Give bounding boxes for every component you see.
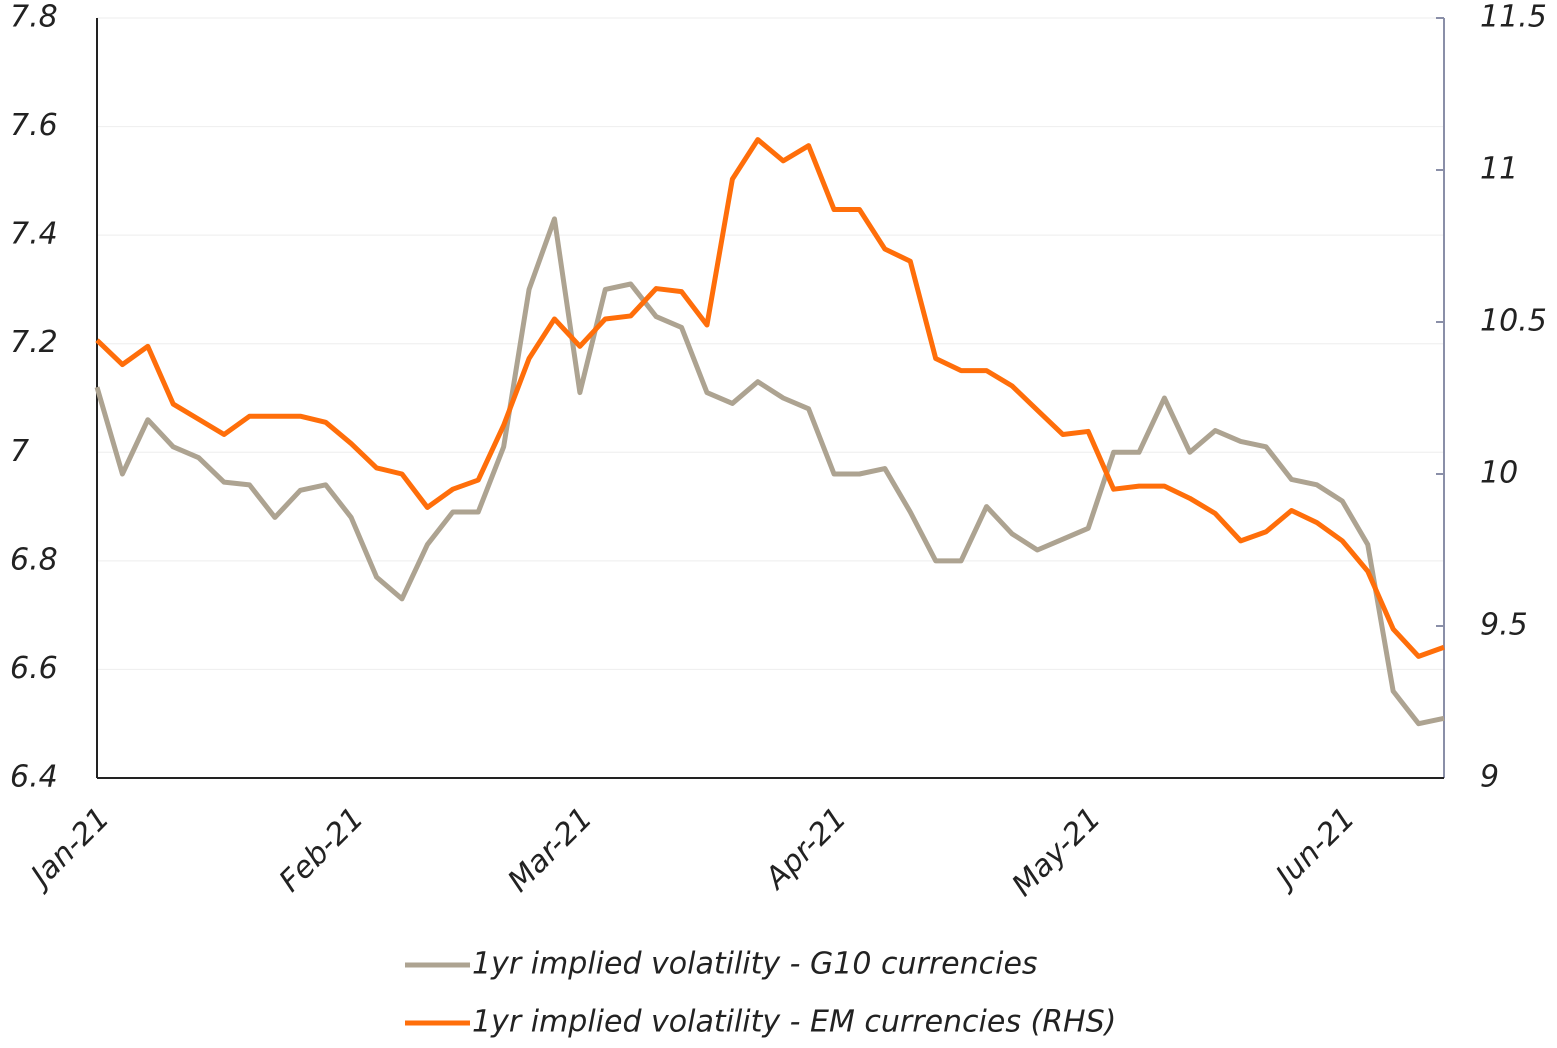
y2-tick-label: 10.5 xyxy=(1480,304,1547,339)
y-tick-label: 6.4 xyxy=(10,760,58,795)
y2-tick-label: 9.5 xyxy=(1480,608,1528,643)
x-tick-label: May-21 xyxy=(1005,801,1107,903)
x-tick-label: Mar-21 xyxy=(501,801,599,899)
y-tick-label: 7.2 xyxy=(10,325,58,360)
y2-tick-label: 10 xyxy=(1480,456,1518,491)
y2-tick-label: 11 xyxy=(1480,152,1518,187)
y2-tick-label: 9 xyxy=(1480,760,1499,795)
y-tick-label: 7.6 xyxy=(10,108,58,143)
series-line xyxy=(95,137,1445,659)
y-tick-label: 7 xyxy=(10,434,29,469)
y2-tick-label: 11.5 xyxy=(1480,0,1547,35)
y-tick-label: 7.4 xyxy=(10,217,58,252)
legend-label: 1yr implied volatility - G10 currencies xyxy=(472,947,1038,982)
x-tick-label: Jan-21 xyxy=(21,801,117,897)
x-tick-label: Jun-21 xyxy=(1266,801,1362,897)
y-tick-label: 6.6 xyxy=(10,651,58,686)
x-tick-label: Apr-21 xyxy=(757,801,853,897)
y-tick-label: 7.8 xyxy=(10,0,58,35)
x-tick-label: Feb-21 xyxy=(273,801,371,899)
series-line xyxy=(94,216,1445,727)
y-tick-label: 6.8 xyxy=(10,542,58,577)
legend-label: 1yr implied volatility - EM currencies (… xyxy=(472,1005,1116,1040)
